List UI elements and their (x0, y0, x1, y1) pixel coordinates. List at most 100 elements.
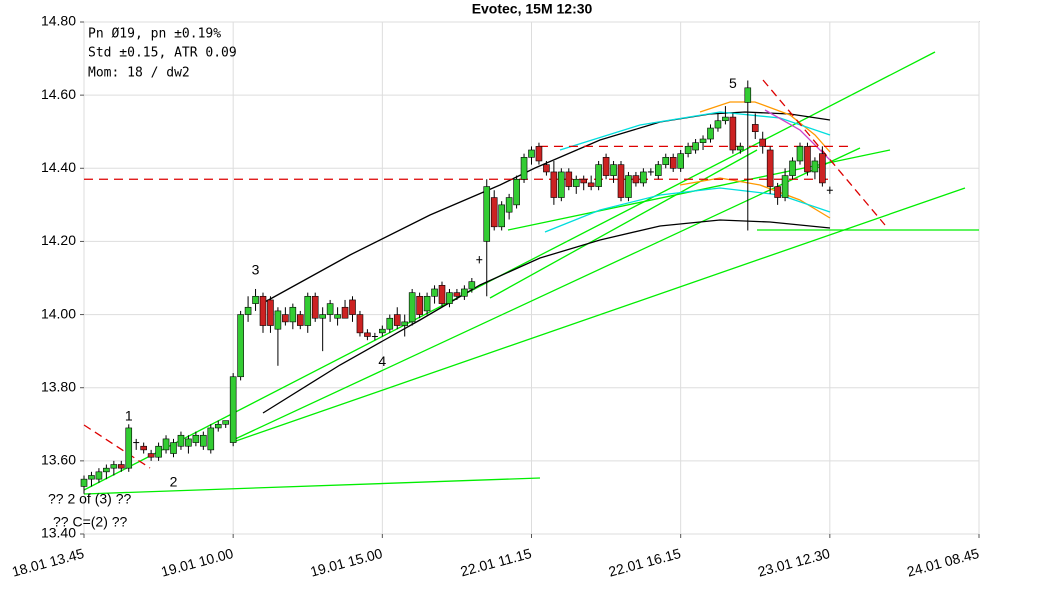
candle-body (722, 116, 729, 122)
candle-body (677, 153, 684, 169)
candle-body (528, 149, 535, 158)
candle-body (759, 138, 767, 147)
candle-body (625, 175, 632, 198)
wave-label: 3 (252, 261, 260, 277)
candle-body (766, 149, 774, 187)
candle-body (177, 434, 185, 447)
chart-title: Evotec, 15M 12:30 (472, 1, 593, 17)
candle-body (744, 87, 752, 103)
candle-body (185, 438, 192, 447)
candle-body (237, 314, 244, 378)
candle-body (789, 160, 796, 176)
candle-body (162, 438, 170, 451)
candle-body (170, 442, 177, 454)
x-tick-label: 19.01 15.00 (308, 545, 384, 580)
candle-body (408, 292, 416, 323)
candle-body (267, 299, 274, 326)
note: ?? C=(2) ?? (53, 514, 128, 530)
candle-body (304, 295, 312, 326)
wave-label: 2 (170, 474, 178, 490)
candle-body (811, 160, 819, 173)
candle-body (580, 178, 588, 184)
candle-body (200, 434, 207, 447)
info-line: Pn Ø19, pn ±0.19% (88, 27, 221, 42)
trend-line (83, 51, 936, 491)
candle-body (662, 157, 670, 165)
y-tick-label: 14.80 (41, 13, 76, 29)
candle-body (550, 171, 558, 198)
candle-body (595, 164, 602, 187)
candle-body (289, 306, 297, 323)
candle-body (513, 178, 520, 206)
candle-body (729, 116, 737, 151)
candle-body (244, 306, 252, 315)
candle-body (379, 328, 386, 334)
candle-body (714, 120, 722, 129)
wave-label: 5 (729, 75, 737, 91)
y-tick-label: 14.20 (41, 232, 76, 248)
candle-body (610, 164, 617, 176)
candle-body (707, 127, 714, 140)
candle-body (587, 182, 595, 187)
candle-body (252, 295, 259, 304)
x-tick-label: 22.01 11.15 (459, 545, 534, 579)
candle-body (699, 138, 707, 143)
candle-body (192, 434, 200, 443)
candle-body (461, 288, 468, 297)
candle-body (229, 376, 237, 443)
channel-upper (262, 111, 831, 304)
y-tick-label: 14.60 (41, 86, 76, 102)
overlays (83, 51, 979, 495)
trend-line (232, 147, 861, 441)
candle-body (498, 204, 505, 228)
candle-body (684, 146, 692, 154)
curve (699, 101, 831, 153)
candle-body (483, 186, 491, 242)
candle-body (446, 292, 453, 304)
candle-body (80, 478, 88, 487)
candle-body (125, 427, 133, 469)
trend-line (83, 477, 541, 495)
candle-body (103, 467, 110, 473)
candle-body (423, 295, 431, 312)
candle-body (431, 288, 438, 297)
curve (559, 111, 831, 151)
candle-body (669, 157, 677, 169)
candle-body (326, 303, 334, 315)
candle-body (774, 186, 781, 198)
candle-body (535, 146, 543, 162)
x-tick-label: 18.01 13.45 (10, 545, 86, 580)
info-line: Mom: 18 / dw2 (88, 66, 190, 81)
candle-body (632, 175, 640, 184)
candle-body (393, 314, 401, 326)
candle-body (438, 285, 446, 304)
dashed-line (83, 424, 151, 469)
candle-body (274, 310, 282, 330)
candle-body (341, 306, 349, 319)
candle-body (319, 314, 326, 319)
y-tick-label: 14.40 (41, 159, 76, 175)
candle-body (751, 124, 759, 133)
candle-body (781, 175, 789, 198)
candle-body (356, 314, 364, 334)
curve (764, 109, 831, 161)
candle-body (558, 171, 565, 198)
candle-body (617, 164, 625, 198)
candle-body (565, 171, 573, 187)
dashed-line (762, 79, 886, 226)
candle-body (737, 146, 744, 151)
candle-body (207, 427, 215, 451)
candle-body (543, 164, 550, 173)
x-tick-label: 24.01 08.45 (905, 545, 981, 580)
candle-body (416, 295, 423, 315)
y-tick-label: 13.40 (41, 525, 76, 541)
candle-body (602, 157, 610, 176)
candle-body (95, 471, 103, 480)
candle-body (819, 153, 826, 184)
candle-body (296, 314, 304, 326)
candle-body (155, 445, 162, 458)
curve (679, 177, 831, 219)
candle-body (572, 178, 580, 187)
candle-body (140, 445, 147, 451)
